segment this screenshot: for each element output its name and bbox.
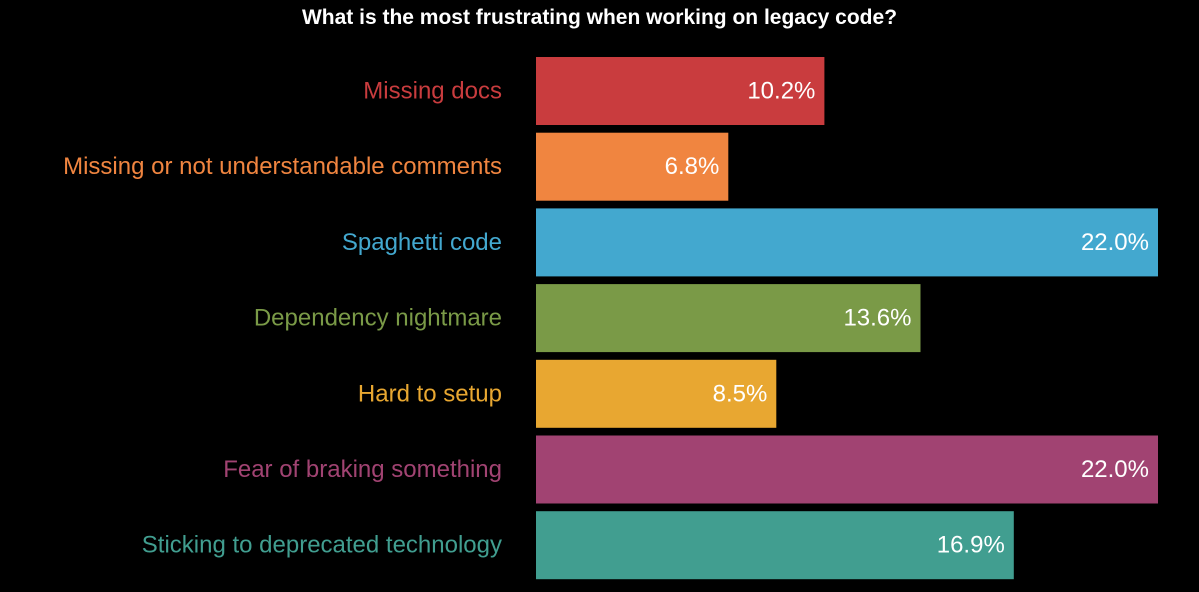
- bar-1: [536, 57, 825, 125]
- bar-4: [536, 284, 921, 353]
- category-label-5: Hard to setup: [358, 380, 502, 407]
- bar-2: [536, 132, 729, 201]
- data-label-1: 10.2%: [747, 78, 815, 105]
- bar-5: [536, 359, 777, 428]
- category-label-4: Dependency nightmare: [254, 305, 502, 332]
- category-label-1: Missing docs: [363, 78, 502, 105]
- data-label-4: 13.6%: [843, 305, 911, 332]
- data-label-6: 22.0%: [1081, 456, 1149, 483]
- bar-7: [536, 511, 1014, 580]
- data-label-5: 8.5%: [713, 380, 768, 407]
- bar-6: [536, 435, 1158, 504]
- data-label-2: 6.8%: [665, 153, 720, 180]
- category-label-6: Fear of braking something: [223, 456, 502, 483]
- bar-3: [536, 208, 1158, 277]
- category-label-3: Spaghetti code: [342, 229, 502, 256]
- data-label-3: 22.0%: [1081, 229, 1149, 256]
- data-label-7: 16.9%: [937, 532, 1005, 559]
- category-label-7: Sticking to deprecated technology: [142, 532, 502, 559]
- chart-title: What is the most frustrating when workin…: [301, 6, 898, 29]
- category-label-2: Missing or not understandable comments: [63, 153, 502, 180]
